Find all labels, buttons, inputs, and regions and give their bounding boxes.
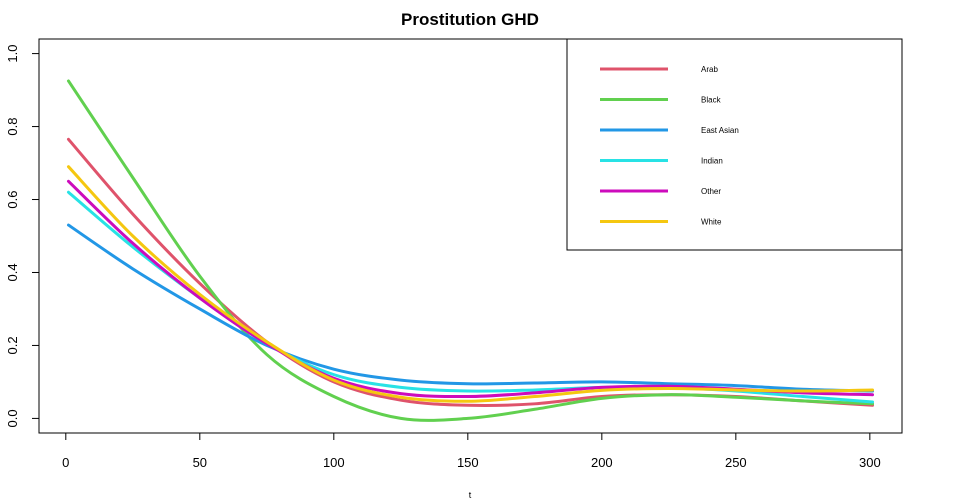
- y-tick-label: 1.0: [5, 45, 20, 63]
- y-tick-label: 0.4: [5, 263, 20, 281]
- x-tick-label: 0: [62, 455, 69, 470]
- chart-title: Prostitution GHD: [401, 10, 539, 29]
- legend-label-other: Other: [701, 187, 721, 196]
- x-tick-label: 300: [859, 455, 881, 470]
- x-axis-label: t: [469, 490, 472, 500]
- legend-label-white: White: [701, 218, 722, 227]
- x-tick-label: 250: [725, 455, 747, 470]
- series-line-east-asian: [66, 223, 875, 393]
- series-layer: [66, 79, 875, 422]
- series-line-white: [66, 165, 875, 403]
- legend-label-east-asian: East Asian: [701, 126, 739, 135]
- legend-label-indian: Indian: [701, 157, 723, 166]
- y-tick-label: 0.6: [5, 190, 20, 208]
- x-tick-label: 200: [591, 455, 613, 470]
- legend-box: [566, 38, 903, 251]
- x-axis: 0 50 100 150 200 250 300: [62, 432, 881, 470]
- y-tick-label: 0.0: [5, 409, 20, 427]
- y-tick-label: 0.2: [5, 336, 20, 354]
- x-tick-label: 100: [323, 455, 345, 470]
- x-tick-label: 50: [193, 455, 207, 470]
- legend-label-arab: Arab: [701, 65, 718, 74]
- x-tick-label: 150: [457, 455, 479, 470]
- y-tick-label: 0.8: [5, 118, 20, 136]
- legend-label-black: Black: [701, 96, 722, 105]
- legend: Arab Black East Asian Indian Other White: [566, 38, 903, 251]
- series-line-black: [66, 79, 875, 422]
- y-axis: 0.0 0.2 0.4 0.6 0.8 1.0: [5, 45, 40, 427]
